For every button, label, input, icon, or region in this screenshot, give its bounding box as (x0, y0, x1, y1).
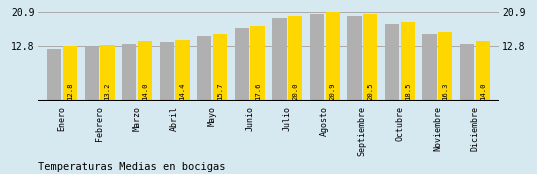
Bar (84, 47, 99, 101)
Text: 18.5: 18.5 (405, 82, 411, 100)
Bar (401, 22, 415, 101)
Text: 14.0: 14.0 (142, 82, 148, 100)
Text: 13.2: 13.2 (104, 82, 111, 100)
Bar (176, 40, 190, 101)
Bar (310, 14, 324, 101)
Bar (197, 36, 212, 101)
Bar (122, 44, 136, 101)
Bar (325, 12, 340, 101)
Text: Temperaturas Medias en bocigas: Temperaturas Medias en bocigas (38, 162, 225, 172)
Text: 14.0: 14.0 (480, 82, 486, 100)
Bar (47, 49, 61, 101)
Bar (347, 16, 361, 101)
Bar (159, 42, 174, 101)
Bar (385, 24, 399, 101)
Bar (235, 28, 249, 101)
Bar (423, 34, 437, 101)
Bar (213, 34, 227, 101)
Text: 14.4: 14.4 (179, 82, 185, 100)
Text: 17.6: 17.6 (255, 82, 260, 100)
Bar (272, 18, 287, 101)
Text: 20.9: 20.9 (330, 82, 336, 100)
Bar (476, 41, 490, 101)
Bar (288, 16, 302, 101)
Text: 20.0: 20.0 (292, 82, 298, 100)
Bar (138, 41, 152, 101)
Text: 16.3: 16.3 (442, 82, 448, 100)
Text: 12.8: 12.8 (67, 82, 73, 100)
Text: 15.7: 15.7 (217, 82, 223, 100)
Text: 20.5: 20.5 (367, 82, 373, 100)
Bar (363, 14, 378, 101)
Bar (100, 45, 114, 101)
Bar (438, 32, 453, 101)
Bar (460, 44, 474, 101)
Bar (63, 46, 77, 101)
Bar (250, 26, 265, 101)
